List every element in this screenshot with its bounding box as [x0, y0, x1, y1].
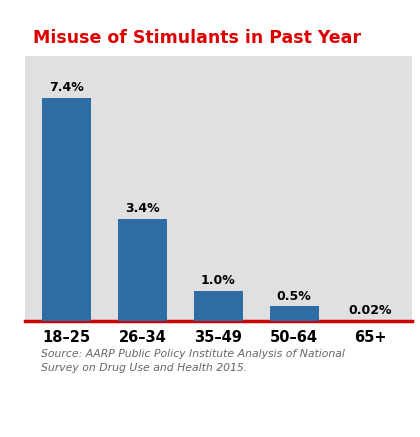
Bar: [42, 98, 92, 321]
Text: Misuse of Stimulants in Past Year: Misuse of Stimulants in Past Year: [33, 29, 361, 47]
Bar: [270, 306, 319, 321]
Text: 3.4%: 3.4%: [125, 202, 160, 215]
Text: 0.5%: 0.5%: [277, 290, 312, 302]
Text: Source: AARP Public Policy Institute Analysis of National
Survey on Drug Use and: Source: AARP Public Policy Institute Ana…: [41, 349, 344, 373]
Bar: [118, 218, 167, 321]
Bar: [194, 291, 243, 321]
Text: 1.0%: 1.0%: [201, 274, 236, 288]
Text: 0.02%: 0.02%: [348, 304, 392, 317]
Text: 7.4%: 7.4%: [50, 81, 84, 94]
